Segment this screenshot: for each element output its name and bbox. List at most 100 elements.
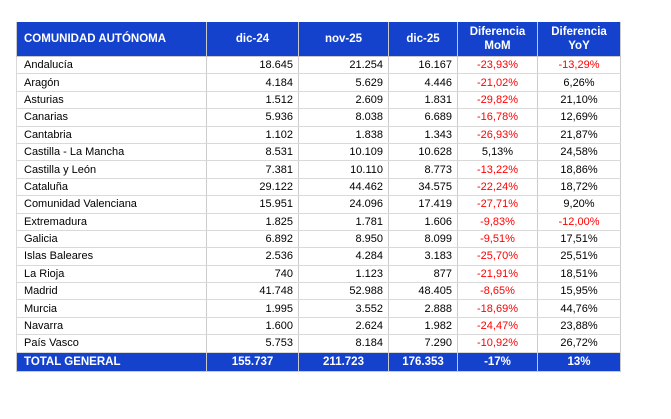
cell-dic-24: 1.825 [206,213,299,231]
cell-diferencia-mom: -8,65% [457,282,538,301]
cell-region: Murcia [16,299,207,318]
total-row: TOTAL GENERAL 155.737 211.723 176.353 -17% 13… [16,352,621,372]
cell-dic-25: 34.575 [388,178,458,197]
cell-dic-25: 2.888 [388,299,458,318]
cell-dic-25: 6.689 [388,108,458,127]
cell-dic-25: 8.773 [388,160,458,179]
cell-nov-25: 44.462 [298,178,389,197]
table-row: Asturias 1.512 2.609 1.831 -29,82% 21,10% [16,91,621,110]
cell-dic-24: 6.892 [206,230,299,249]
cell-nov-25: 1.838 [298,126,389,144]
cell-diferencia-mom: -10,92% [457,334,538,353]
cell-dic-25: 1.606 [388,213,458,231]
cell-region: Navarra [16,317,207,336]
cell-diferencia-yoy: 26,72% [537,334,621,353]
total-nov-25: 211.723 [298,352,389,372]
table-row: Galicia 6.892 8.950 8.099 -9,51% 17,51% [16,230,621,249]
cell-dic-24: 5.936 [206,108,299,127]
cell-dic-24: 7.381 [206,160,299,179]
total-diferencia-mom: -17% [457,352,538,372]
cell-diferencia-mom: -22,24% [457,178,538,197]
column-header-diferencia-mom: Diferencia MoM [457,22,538,57]
cell-diferencia-mom: -21,02% [457,73,538,92]
table-row: Extremadura 1.825 1.781 1.606 -9,83% -12,00% [16,213,621,231]
table-row: Castilla - La Mancha 8.531 10.109 10.628 5,1… [16,143,621,162]
cell-diferencia-yoy: 24,58% [537,143,621,162]
cell-diferencia-mom: -23,93% [457,56,538,75]
total-region: TOTAL GENERAL [16,352,207,372]
cell-diferencia-yoy: 44,76% [537,299,621,318]
cell-diferencia-mom: -21,91% [457,265,538,284]
cell-region: Extremadura [16,213,207,231]
cell-dic-24: 15.951 [206,195,299,214]
table-row: Cantabria 1.102 1.838 1.343 -26,93% 21,87% [16,126,621,144]
cell-region: Cataluña [16,178,207,197]
cell-dic-24: 1.102 [206,126,299,144]
cell-nov-25: 8.184 [298,334,389,353]
cell-diferencia-mom: 5,13% [457,143,538,162]
cell-nov-25: 52.988 [298,282,389,301]
cell-dic-25: 877 [388,265,458,284]
cell-diferencia-yoy: 21,87% [537,126,621,144]
table-row: País Vasco 5.753 8.184 7.290 -10,92% 26,72% [16,334,621,353]
cell-dic-24: 5.753 [206,334,299,353]
table-row: Islas Baleares 2.536 4.284 3.183 -25,70% 25,5… [16,247,621,266]
cell-diferencia-yoy: 18,51% [537,265,621,284]
cell-dic-24: 8.531 [206,143,299,162]
cell-nov-25: 8.950 [298,230,389,249]
cell-dic-25: 10.628 [388,143,458,162]
cell-dic-25: 17.419 [388,195,458,214]
cell-region: Comunidad Valenciana [16,195,207,214]
cell-diferencia-mom: -9,51% [457,230,538,249]
header-row: COMUNIDAD AUTÓNOMA dic-24 nov-25 dic-25 Dife… [16,22,621,57]
table-row: Navarra 1.600 2.624 1.982 -24,47% 23,88% [16,317,621,336]
cell-diferencia-yoy: 18,72% [537,178,621,197]
column-header-nov-25: nov-25 [298,22,389,57]
cell-diferencia-yoy: -13,29% [537,56,621,75]
cell-nov-25: 5.629 [298,73,389,92]
cell-diferencia-mom: -18,69% [457,299,538,318]
regions-summary-table: COMUNIDAD AUTÓNOMA dic-24 nov-25 dic-25 Dife… [16,22,621,372]
cell-dic-25: 4.446 [388,73,458,92]
column-header-region: COMUNIDAD AUTÓNOMA [16,22,207,57]
cell-dic-25: 16.167 [388,56,458,75]
cell-region: Cantabria [16,126,207,144]
cell-nov-25: 1.781 [298,213,389,231]
cell-region: Aragón [16,73,207,92]
column-header-diferencia-yoy: Diferencia YoY [537,22,621,57]
cell-dic-24: 18.645 [206,56,299,75]
cell-diferencia-yoy: 12,69% [537,108,621,127]
cell-nov-25: 2.624 [298,317,389,336]
cell-region: Islas Baleares [16,247,207,266]
cell-diferencia-mom: -29,82% [457,91,538,110]
cell-diferencia-yoy: 15,95% [537,282,621,301]
cell-region: La Rioja [16,265,207,284]
cell-nov-25: 10.109 [298,143,389,162]
cell-dic-25: 1.831 [388,91,458,110]
table-row: Andalucía 18.645 21.254 16.167 -23,93% -13,29… [16,56,621,75]
cell-diferencia-mom: -16,78% [457,108,538,127]
cell-nov-25: 8.038 [298,108,389,127]
cell-diferencia-yoy: 6,26% [537,73,621,92]
cell-dic-25: 1.982 [388,317,458,336]
cell-dic-25: 1.343 [388,126,458,144]
table-row: Murcia 1.995 3.552 2.888 -18,69% 44,76% [16,299,621,318]
cell-nov-25: 4.284 [298,247,389,266]
cell-dic-25: 48.405 [388,282,458,301]
cell-diferencia-yoy: 9,20% [537,195,621,214]
cell-dic-24: 41.748 [206,282,299,301]
column-header-dic-24: dic-24 [206,22,299,57]
cell-region: Andalucía [16,56,207,75]
cell-nov-25: 1.123 [298,265,389,284]
cell-diferencia-mom: -27,71% [457,195,538,214]
table-row: Cataluña 29.122 44.462 34.575 -22,24% 18,72% [16,178,621,197]
total-dic-25: 176.353 [388,352,458,372]
cell-nov-25: 21.254 [298,56,389,75]
cell-dic-24: 4.184 [206,73,299,92]
cell-dic-25: 3.183 [388,247,458,266]
total-diferencia-yoy: 13% [537,352,621,372]
cell-region: Castilla y León [16,160,207,179]
cell-region: Madrid [16,282,207,301]
cell-dic-24: 1.995 [206,299,299,318]
